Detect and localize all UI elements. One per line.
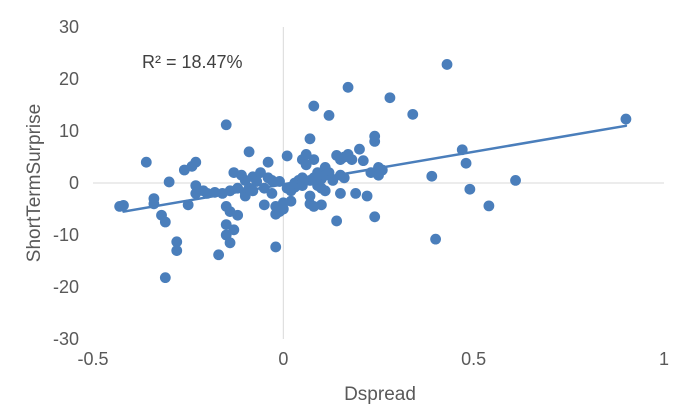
data-point (118, 199, 129, 211)
data-point (190, 180, 202, 192)
data-point (323, 110, 335, 121)
x-axis-title: Dspread (344, 384, 416, 405)
data-point (258, 199, 270, 211)
trendline (122, 124, 628, 213)
data-point (342, 81, 354, 93)
y-tick-label: 10 (59, 121, 79, 141)
x-tick-label: -0.5 (77, 349, 108, 369)
data-point (510, 175, 521, 186)
y-tick-label: 20 (59, 69, 79, 89)
data-point (620, 113, 632, 125)
data-point (213, 249, 225, 261)
y-tick-label: 0 (69, 173, 79, 193)
data-point (319, 185, 331, 197)
y-tick-label: -10 (53, 225, 79, 245)
x-tick-label: 0 (278, 349, 288, 369)
trendline-layer (122, 124, 628, 213)
data-point (171, 245, 183, 256)
data-point (285, 195, 297, 207)
data-point (331, 215, 343, 227)
x-tick-label: 1 (659, 349, 669, 369)
data-point (220, 119, 232, 131)
y-tick-label: -30 (53, 329, 79, 349)
data-point (296, 180, 308, 192)
data-point (243, 146, 255, 158)
data-point (140, 156, 152, 168)
data-point (308, 100, 320, 112)
data-point (304, 133, 316, 145)
data-point (350, 188, 362, 199)
data-point (460, 157, 472, 169)
data-point (327, 175, 339, 186)
data-point (281, 150, 293, 162)
data-point (224, 237, 236, 249)
data-point (426, 170, 438, 182)
data-point (346, 154, 358, 166)
data-point (354, 143, 365, 155)
data-point (266, 188, 278, 199)
x-tick-label: 0.5 (461, 349, 486, 369)
data-point (430, 233, 441, 245)
data-points (114, 59, 632, 284)
data-point (300, 159, 312, 171)
data-point (441, 59, 453, 70)
data-point (255, 167, 266, 179)
y-axis-title: ShortTermSurprise (24, 104, 45, 262)
data-point (464, 183, 476, 195)
axes (93, 27, 664, 339)
data-point (232, 209, 244, 221)
y-tick-label: 30 (59, 17, 79, 37)
data-point (369, 211, 381, 223)
data-point (228, 224, 240, 236)
data-point (262, 156, 274, 168)
data-point (407, 108, 419, 120)
data-point (357, 155, 369, 167)
data-point (335, 188, 346, 199)
tick-labels: -30 -20 -10 0 10 20 30 -0.5 0 0.5 1 (53, 17, 669, 369)
data-point (300, 149, 312, 160)
data-point (270, 241, 282, 253)
data-point (163, 176, 175, 188)
r-squared-annotation: R² = 18.47% (142, 52, 243, 72)
data-point (483, 200, 495, 212)
data-point (369, 130, 381, 142)
data-point (361, 190, 373, 202)
data-point (220, 219, 232, 231)
data-point (308, 154, 320, 166)
data-point (251, 176, 263, 187)
data-point (304, 190, 316, 202)
data-point (316, 199, 327, 211)
data-point (384, 92, 396, 104)
y-tick-label: -20 (53, 277, 79, 297)
data-point (190, 156, 202, 168)
data-point (159, 272, 171, 284)
data-point (171, 236, 183, 248)
data-point (277, 203, 289, 215)
data-point (159, 216, 171, 228)
